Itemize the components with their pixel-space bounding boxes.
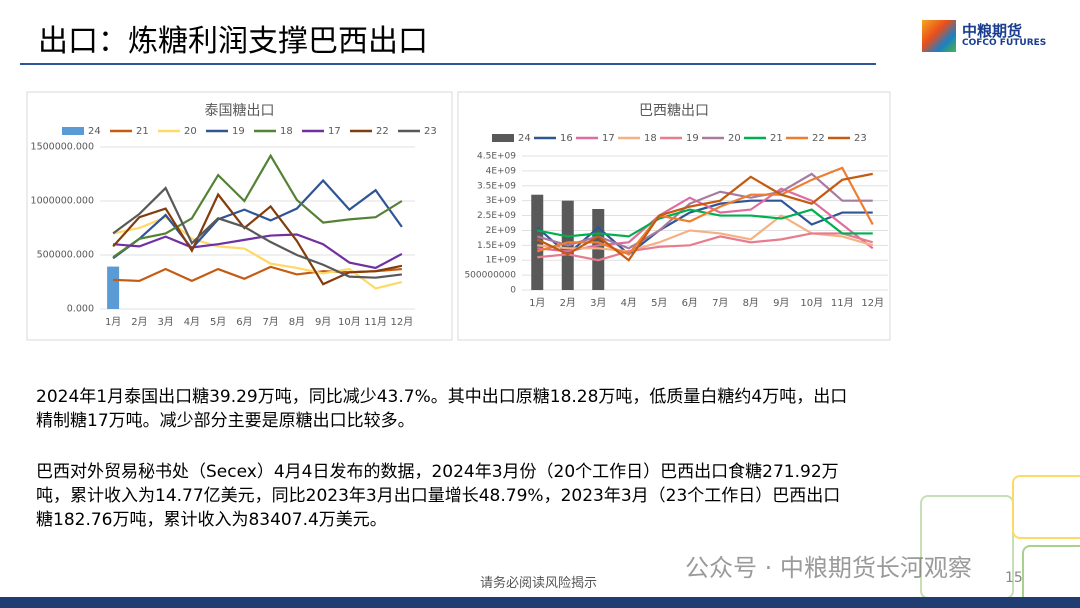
legend-label: 17 <box>328 126 341 137</box>
legend-label: 18 <box>280 126 293 137</box>
line-series <box>112 153 403 259</box>
line-series <box>112 192 403 286</box>
x-tick-label: 8月 <box>289 316 305 328</box>
footer: 请务必阅读风险揭示 <box>480 576 598 591</box>
watermark: 公众号 · 中粮期货长河观察 <box>685 554 972 582</box>
x-tick-label: 3月 <box>157 316 173 328</box>
paragraph: 2024年1月泰国出口糖39.29万吨，同比减少43.7%。其中出口原糖18.2… <box>36 387 848 431</box>
x-tick-label: 11月 <box>364 316 387 328</box>
line-series <box>537 208 873 238</box>
line-series <box>536 199 873 256</box>
legend-label: 24 <box>88 126 101 137</box>
chart-title: 泰国糖出口 <box>205 103 275 119</box>
y-tick-label: 2E+09 <box>486 226 517 236</box>
line-series <box>536 172 873 262</box>
charts: 泰国糖出口 0.000 500000.000 1000000.000 1500000.0… <box>26 91 891 341</box>
deco-box <box>1012 475 1080 539</box>
y-tick-label: 500000000 <box>464 271 516 281</box>
x-tick-label: 9月 <box>315 316 331 328</box>
line-series <box>537 187 874 253</box>
slide-title: 出口：炼糖利润支撑巴西出口 <box>38 24 428 59</box>
x-tick-label: 5月 <box>210 316 226 328</box>
legend-label: 21 <box>136 126 149 137</box>
line-series <box>112 186 403 279</box>
legend-label: 24 <box>518 133 531 144</box>
line-series <box>537 232 874 262</box>
x-tick-label: 4月 <box>184 316 200 328</box>
legend-label: 19 <box>232 126 245 137</box>
y-tick-label: 3E+09 <box>486 196 517 206</box>
x-tick-label: 1月 <box>105 316 121 328</box>
legend-label: 16 <box>560 133 573 144</box>
y-tick-label: 0 <box>510 286 516 296</box>
x-tick-label: 8月 <box>743 297 759 309</box>
y-tick-label: 1000000.000 <box>31 196 94 207</box>
legend-label: 18 <box>644 133 657 144</box>
x-tick-label: 10月 <box>800 297 823 309</box>
bar <box>107 266 120 309</box>
x-tick-label: 6月 <box>236 316 252 328</box>
y-tick-label: 0.000 <box>67 304 94 315</box>
y-tick-label: 1E+09 <box>486 256 517 266</box>
legend-swatch <box>492 134 514 142</box>
line-series <box>113 233 403 270</box>
paragraph: 巴西对外贸易秘书处（Secex）4月4日发布的数据，2024年3月份（20个工作… <box>36 462 841 530</box>
legend-label: 23 <box>424 126 437 137</box>
legend-label: 20 <box>728 133 741 144</box>
x-tick-label: 6月 <box>682 297 698 309</box>
x-tick-label: 11月 <box>831 297 854 309</box>
y-tick-label: 1500000.000 <box>31 142 94 153</box>
y-tick-label: 4.5E+09 <box>477 152 516 162</box>
legend-swatch <box>62 127 84 135</box>
x-tick-label: 12月 <box>391 316 414 328</box>
bar <box>531 194 544 290</box>
legend-label: 21 <box>770 133 783 144</box>
line-series <box>112 178 403 260</box>
bottom-bar <box>0 597 1080 608</box>
title-rule <box>20 63 876 65</box>
logo-icon <box>922 20 956 52</box>
legend-label: 20 <box>184 126 197 137</box>
x-tick-label: 7月 <box>262 316 278 328</box>
legend-label: 19 <box>686 133 699 144</box>
y-tick-label: 1.5E+09 <box>477 241 516 251</box>
legend-label: 23 <box>854 133 867 144</box>
x-tick-label: 10月 <box>338 316 361 328</box>
x-tick-label: 3月 <box>590 297 606 309</box>
legend-label: 17 <box>602 133 615 144</box>
x-tick-label: 7月 <box>712 297 728 309</box>
y-tick-label: 4E+09 <box>486 166 517 176</box>
logo-name-en: COFCO FUTURES <box>962 38 1047 48</box>
x-tick-label: 2月 <box>131 316 147 328</box>
x-tick-label: 4月 <box>621 297 637 309</box>
legend-label: 22 <box>376 126 389 137</box>
deco-box <box>920 495 1014 599</box>
page-number: 15 <box>1005 570 1023 586</box>
legend-label: 22 <box>812 133 825 144</box>
x-tick-label: 2月 <box>560 297 576 309</box>
logo-name: 中粮期货 <box>962 22 1023 40</box>
x-tick-label: 12月 <box>861 297 884 309</box>
chart-title: 巴西糖出口 <box>639 103 709 119</box>
x-tick-label: 1月 <box>529 297 545 309</box>
x-tick-label: 9月 <box>773 297 789 309</box>
x-tick-label: 5月 <box>651 297 667 309</box>
y-tick-label: 3.5E+09 <box>477 181 516 191</box>
y-tick-label: 2.5E+09 <box>477 211 516 221</box>
chart-frame <box>26 91 453 341</box>
line-series <box>536 166 874 256</box>
y-tick-label: 500000.000 <box>37 250 94 261</box>
